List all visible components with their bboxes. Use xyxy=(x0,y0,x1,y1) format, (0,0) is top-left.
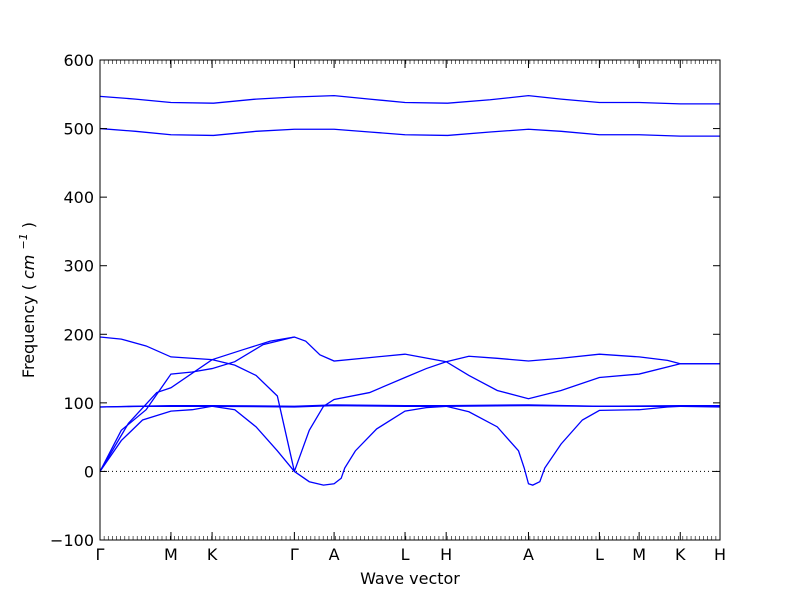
band-line-3 xyxy=(99,336,720,486)
x-tick-label: A xyxy=(523,545,534,564)
y-tick-label: 0 xyxy=(84,462,94,481)
y-axis-label-text: Frequency xyxy=(19,295,38,378)
x-tick-label: A xyxy=(329,545,340,564)
x-tick-label: Γ xyxy=(290,545,299,564)
y-tick-label: 400 xyxy=(63,188,94,207)
y-axis-label-unit: cm xyxy=(19,255,38,279)
x-axis-label: Wave vector xyxy=(360,569,460,588)
x-tick-label: K xyxy=(207,545,218,564)
band-line-1 xyxy=(99,95,720,105)
band-line-6 xyxy=(293,353,720,472)
x-tick-label: L xyxy=(401,545,410,564)
band-line-5 xyxy=(99,336,295,472)
band-line-7 xyxy=(99,405,295,472)
y-tick-label: 600 xyxy=(63,51,94,70)
y-tick-label: 500 xyxy=(63,120,94,139)
x-tick-label: H xyxy=(440,545,452,564)
series-layer xyxy=(99,95,721,486)
x-minor-ticks xyxy=(103,60,717,540)
plot-frame xyxy=(99,59,721,541)
y-tick-label: 100 xyxy=(63,394,94,413)
x-tick-label: H xyxy=(714,545,726,564)
y-axis-label: Frequency ( cm −1 ) xyxy=(12,222,38,378)
y-axis-ticks: −100 0 100 200 300 400 500 600 xyxy=(50,51,720,550)
y-axis-label-exponent: −1 xyxy=(17,233,30,249)
y-axis-label-close: ) xyxy=(19,222,38,228)
x-tick-label: M xyxy=(632,545,646,564)
band-line-2 xyxy=(99,127,720,137)
band-line-9 xyxy=(99,404,720,408)
band-line-4 xyxy=(99,336,720,472)
y-tick-label: 200 xyxy=(63,325,94,344)
y-tick-label: −100 xyxy=(50,531,94,550)
y-axis-label-open: ( xyxy=(19,284,38,290)
x-tick-label: M xyxy=(164,545,178,564)
y-tick-label: 300 xyxy=(63,257,94,276)
x-tick-label: L xyxy=(595,545,604,564)
x-tick-label: K xyxy=(675,545,686,564)
x-tick-label: Γ xyxy=(96,545,105,564)
